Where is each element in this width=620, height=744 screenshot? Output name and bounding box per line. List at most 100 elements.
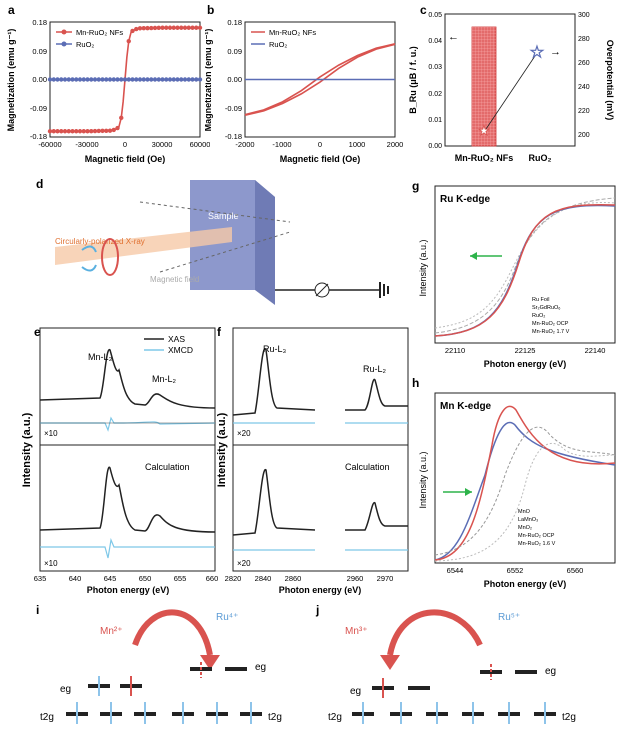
d-field: Magnetic field: [150, 275, 199, 284]
point-a-plot-1-27: [149, 77, 154, 82]
point-a-plot-1-11: [89, 77, 94, 82]
c-y2tick-4: 220: [578, 108, 590, 115]
c-y2tick-2: 260: [578, 60, 590, 67]
f-xtick-1: 2840: [255, 574, 272, 583]
panel-e: e Mn-L₃ Mn-L₂ Calculation ×10 ×10 XAS XM…: [21, 325, 218, 595]
legend-h-1: LaMnO₃: [518, 517, 538, 523]
a-ytick-1: 0.09: [32, 47, 47, 56]
point-a-plot-1-35: [179, 77, 184, 82]
i-t2g-l: t2g: [40, 712, 54, 723]
e-xtick-3: 650: [139, 574, 152, 583]
j-t2g-r: t2g: [562, 712, 576, 723]
b-xtick-4: 2000: [387, 140, 404, 149]
point-a-plot-0-5: [66, 129, 71, 134]
panel-letter-j: j: [315, 603, 319, 617]
point-a-plot-1-7: [74, 77, 79, 82]
g-xtick-0: 22110: [445, 346, 465, 355]
series-b-plot-0: [244, 42, 396, 116]
a-ytick-3: -0.09: [30, 104, 47, 113]
b-ylabel: Magnetization (emu g⁻¹): [205, 29, 213, 132]
a-xtick-4: 60000: [190, 140, 210, 149]
legend-b-mn: Mn-RuO₂ NFs: [269, 28, 316, 37]
j-eg-r: eg: [545, 666, 556, 677]
e-calc: Calculation: [145, 462, 190, 472]
b-xlabel: Magnetic field (Oe): [280, 154, 361, 164]
point-a-plot-0-13: [96, 128, 101, 134]
legend-h-4: Mn-RuO₂ 1.6 V: [518, 541, 556, 547]
g-xlabel: Photon energy (eV): [484, 359, 567, 369]
point-a-plot-1-23: [134, 77, 139, 82]
legend-a-ru: RuO₂: [76, 40, 94, 49]
c-ytick-5: 0.00: [428, 143, 442, 150]
point-a-plot-0-28: [152, 25, 158, 31]
f-xlabel: Photon energy (eV): [279, 585, 362, 595]
a-ytick-4: -0.18: [30, 132, 47, 141]
point-a-plot-0-4: [62, 129, 68, 134]
legend-h-0: MnO: [518, 509, 531, 515]
series-b-plot-1: [244, 43, 396, 117]
panel-letter-e: e: [34, 325, 41, 339]
c-cat-0: Mn-RuO₂ NFs: [455, 153, 514, 163]
point-a-plot-0-38: [190, 25, 195, 30]
d-sample: Sample: [208, 211, 239, 221]
point-a-plot-0-8: [77, 129, 83, 134]
point-a-plot-0-9: [81, 129, 86, 134]
b-ytick-3: -0.09: [225, 104, 242, 113]
e-x10a: ×10: [44, 429, 58, 438]
g-title: Ru K-edge: [440, 194, 490, 205]
h-xlabel: Photon energy (eV): [484, 579, 567, 589]
point-a-plot-1-2: [55, 77, 60, 82]
point-a-plot-0-31: [164, 25, 169, 30]
panel-g: g Ru K-edge Ru Foil Sr₂GdRuO₆ RuO₂ Mn-Ru…: [412, 179, 616, 369]
a-ylabel: Magnetization (emu g⁻¹): [6, 29, 16, 132]
panel-b: b Mn-RuO₂ NFs RuO₂ 0.18 0.09 0.00 -0.09 …: [205, 3, 404, 164]
a-ytick-2: 0.00: [32, 75, 47, 84]
c-ytick-3: 0.02: [428, 91, 442, 98]
point-a-plot-0-26: [145, 25, 150, 31]
legend-a: Mn-RuO₂ NFs RuO₂: [56, 28, 123, 49]
e-xtick-2: 645: [104, 574, 117, 583]
legend-e: XAS XMCD: [144, 334, 193, 355]
b-ytick-0: 0.18: [227, 18, 242, 27]
point-a-plot-0-24: [137, 26, 143, 31]
point-a-plot-0-1: [51, 129, 56, 134]
a-xtick-0: -60000: [38, 140, 61, 149]
panel-h: h Mn K-edge MnO LaMnO₃ MnO₂ Mn-RuO₂ OCP …: [412, 376, 616, 589]
point-a-plot-0-32: [167, 25, 173, 30]
legend-e-xas: XAS: [168, 334, 185, 344]
point-a-plot-1-9: [81, 77, 86, 82]
b-xtick-3: 1000: [349, 140, 366, 149]
a-xlabel: Magnetic field (Oe): [85, 154, 166, 164]
point-a-plot-1-33: [171, 77, 176, 82]
panel-f: f Ru-L₃ Ru-L₂ Calculation ×20 ×20 2820 2…: [216, 325, 409, 595]
b-xtick-2: 0: [318, 140, 322, 149]
g-ylabel: Intensity (a.u.): [418, 239, 428, 296]
panel-c: c ★ ★ ← → 0.05 0.04 0.03 0.02 0.01 0.00 …: [408, 3, 615, 163]
h-xtick-0: 6544: [447, 566, 464, 575]
point-a-plot-0-16: [107, 128, 113, 133]
point-a-plot-1-25: [141, 77, 146, 82]
h-title: Mn K-edge: [440, 401, 492, 412]
e-mn-l2: Mn-L₂: [152, 374, 177, 384]
plot-a: [47, 25, 203, 134]
point-a-plot-0-37: [186, 25, 191, 30]
point-a-plot-0-11: [89, 128, 94, 134]
point-a-plot-1-26: [145, 77, 150, 82]
legend-h-3: Mn-RuO₂ OCP: [518, 533, 555, 539]
point-a-plot-0-17: [111, 127, 116, 133]
legend-g-3: Mn-RuO₂ OCP: [532, 321, 569, 327]
legend-b-ru: RuO₂: [269, 40, 287, 49]
f-xtick-2: 2860: [285, 574, 302, 583]
point-a-plot-1-21: [126, 77, 131, 82]
e-mn-l3: Mn-L₃: [88, 352, 113, 362]
point-a-plot-0-36: [182, 25, 188, 30]
panel-a: a Mn-RuO₂ NFs RuO₂ 0.18 0.09 0.00 -0.09 …: [6, 3, 210, 164]
c-ylabel: B_Ru (μB / f. u.): [408, 46, 418, 114]
h-xtick-2: 6560: [567, 566, 584, 575]
point-a-plot-1-13: [96, 77, 101, 82]
panel-letter-f: f: [217, 325, 222, 339]
b-ytick-1: 0.09: [227, 47, 242, 56]
panel-j: j Mn³⁺ Ru⁵⁺ eg eg t2g t2g: [315, 603, 576, 724]
a-xtick-3: 30000: [152, 140, 173, 149]
b-ytick-2: 0.00: [227, 75, 242, 84]
